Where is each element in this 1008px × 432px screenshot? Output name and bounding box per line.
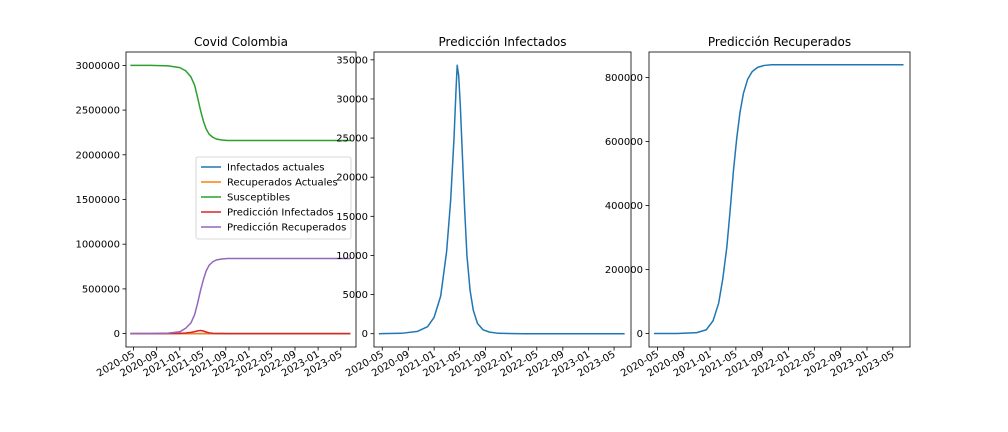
legend-label: Predicción Infectados — [227, 207, 334, 219]
y-tick-label: 0 — [637, 329, 643, 340]
legend-box — [195, 156, 352, 240]
y-tick-label: 200000 — [605, 265, 643, 276]
y-tick-label: 400000 — [605, 201, 643, 212]
series-line-5 — [130, 257, 351, 335]
chart-title: Predicción Recuperados — [708, 35, 851, 49]
legend-label: Predicción Recuperados — [227, 222, 346, 234]
series-line-3 — [130, 64, 351, 142]
axes-frame — [373, 51, 632, 348]
legend-label: Infectados actuales — [227, 163, 325, 174]
subplot-3: Predicción Recuperados 0 200000 400000 60000… — [605, 35, 911, 379]
y-tick-label: 30000 — [336, 94, 368, 105]
y-tick-label: 10000 — [336, 251, 368, 262]
y-tick-label: 1000000 — [75, 240, 120, 251]
y-tick-label: 35000 — [336, 55, 368, 66]
series-line-1 — [378, 64, 625, 335]
y-tick-label: 15000 — [336, 212, 368, 223]
y-tick-label: 0 — [114, 329, 120, 340]
subplot-2: Predicción Infectados 0 5000 10000 15000 2000… — [336, 35, 632, 379]
y-tick-label: 600000 — [605, 137, 643, 148]
chart-title: Covid Colombia — [194, 35, 288, 49]
y-tick-label: 3000000 — [75, 61, 120, 72]
y-tick-label: 500000 — [82, 284, 120, 295]
y-tick-label: 2000000 — [75, 150, 120, 161]
y-tick-label: 5000 — [343, 290, 368, 301]
y-tick-label: 800000 — [605, 73, 643, 84]
y-tick-label: 2500000 — [75, 106, 120, 117]
y-tick-label: 1500000 — [75, 195, 120, 206]
axes-frame — [648, 51, 911, 348]
y-tick-label: 20000 — [336, 173, 368, 184]
y-tick-label: 25000 — [336, 134, 368, 145]
y-tick-label: 0 — [362, 329, 368, 340]
legend: Infectados actuales Recuperados Actuales S… — [195, 156, 352, 240]
series-line-1 — [653, 64, 904, 335]
subplot-1: Covid Colombia 0 500000 1000000 1500000 20000… — [75, 35, 357, 379]
chart-title: Predicción Infectados — [439, 35, 567, 49]
series-line-4 — [130, 329, 351, 335]
legend-label: Susceptibles — [227, 193, 290, 204]
legend-label: Recuperados Actuales — [227, 178, 338, 189]
